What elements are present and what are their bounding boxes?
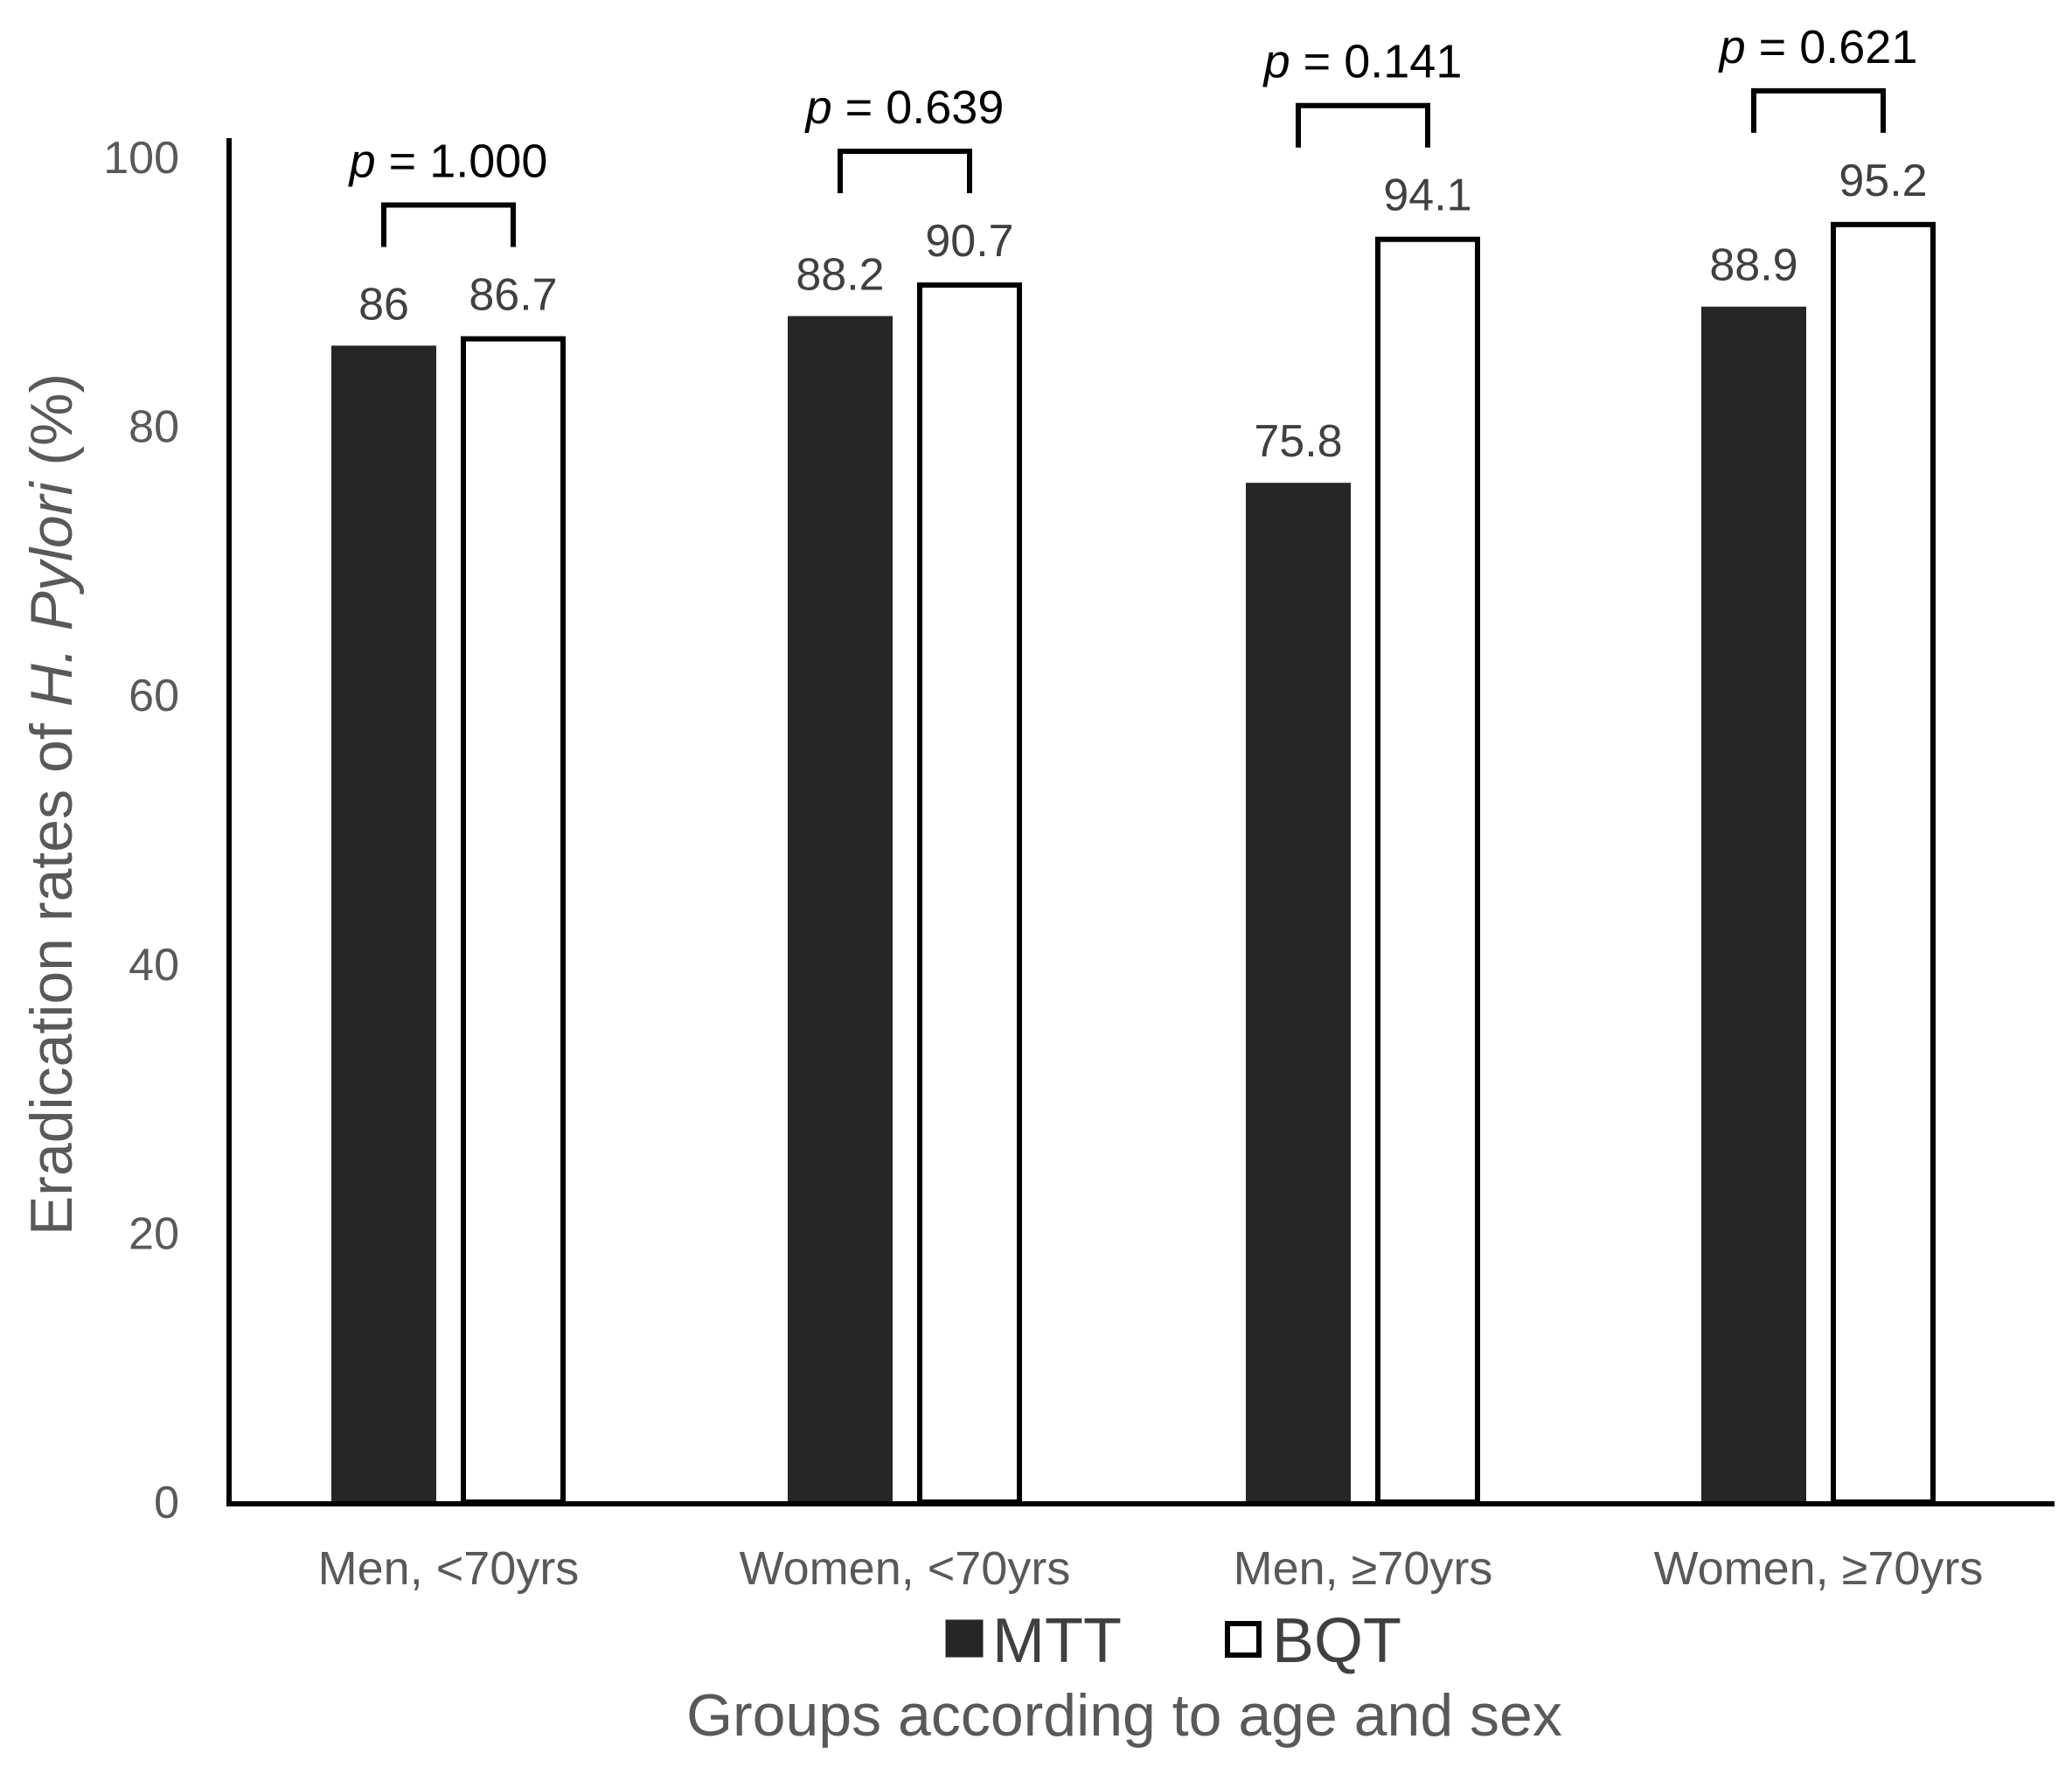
value-label-mtt-women-70yrs: 88.2 [796,249,884,300]
p-bracket-women-70yrs [838,149,972,194]
category-label-women-70yrs: Women, ≥70yrs [1654,1542,1984,1595]
p-value-text: = 1.000 [376,136,548,188]
p-symbol: p [1262,36,1290,88]
legend: MTT BQT [945,1606,1401,1676]
bar-bqt-women-70yrs [1831,221,1936,1506]
value-label-mtt-men-70yrs: 86 [358,279,409,330]
category-label-men-70yrs: Men, ≥70yrs [1234,1542,1493,1595]
bar-bqt-men-70yrs [461,336,566,1506]
bars [331,221,1936,1506]
y-tick-label-0: 0 [154,1478,179,1528]
p-value-text: = 0.639 [832,81,1005,134]
y-axis-title-prefix: Eradication rates of [18,706,85,1235]
value-labels: 86 86.7 88.2 90.7 75.8 94.1 88.9 95.2 [358,156,1928,467]
bar-mtt-men-70yrs [331,345,436,1502]
legend-swatch-mtt [945,1619,984,1658]
p-symbol: p [1718,21,1746,73]
value-label-bqt-men-70yrs: 86.7 [469,270,557,321]
y-tick-label-100: 100 [103,133,179,184]
p-value-label-women-70yrs: p = 0.621 [1718,21,1918,73]
p-symbol: p [348,136,376,188]
y-axis-title-italic: H. Pylori [18,481,85,707]
bar-bqt-men-70yrs [1375,236,1480,1506]
y-tick-label-20: 20 [129,1208,179,1259]
category-label-women-70yrs: Women, <70yrs [740,1542,1071,1595]
legend-swatch-bqt [1225,1621,1262,1658]
y-tick-label-40: 40 [129,940,179,991]
p-value-text: = 0.141 [1290,36,1463,88]
y-tick-label-60: 60 [129,671,179,721]
bar-mtt-men-70yrs [1246,483,1351,1502]
p-bracket-men-70yrs [381,202,516,247]
p-value-label-men-70yrs: p = 0.141 [1262,36,1463,88]
bar-mtt-women-70yrs [1701,306,1806,1502]
category-label-men-70yrs: Men, <70yrs [318,1542,580,1595]
p-value-text: = 0.621 [1746,21,1918,73]
p-value-label-men-70yrs: p = 1.000 [348,136,548,188]
value-label-mtt-women-70yrs: 88.9 [1709,240,1797,291]
legend-label-bqt: BQT [1272,1606,1401,1676]
bar-mtt-women-70yrs [788,316,893,1502]
legend-label-mtt: MTT [992,1606,1122,1676]
value-label-bqt-women-70yrs: 95.2 [1839,156,1927,206]
p-bracket-men-70yrs [1296,102,1430,148]
p-symbol: p [804,81,832,134]
value-label-bqt-women-70yrs: 90.7 [925,216,1013,267]
bar-bqt-women-70yrs [917,282,1022,1505]
value-label-mtt-men-70yrs: 75.8 [1254,416,1342,467]
axes [226,138,2055,1506]
y-tick-label-80: 80 [129,402,179,453]
value-label-bqt-men-70yrs: 94.1 [1383,170,1471,221]
x-axis-title: Groups according to age and sex [686,1682,1562,1749]
y-axis-ticks: 0 20 40 60 80 100 [103,133,179,1528]
category-labels: Men, <70yrs Women, <70yrs Men, ≥70yrs Women… [318,1542,1984,1595]
p-bracket-women-70yrs [1751,87,1886,133]
p-value-label-women-70yrs: p = 0.639 [804,81,1005,134]
y-axis-title-suffix: (%) [18,373,85,483]
y-axis-title: Eradication rates of H. Pylori (%) [18,373,85,1235]
